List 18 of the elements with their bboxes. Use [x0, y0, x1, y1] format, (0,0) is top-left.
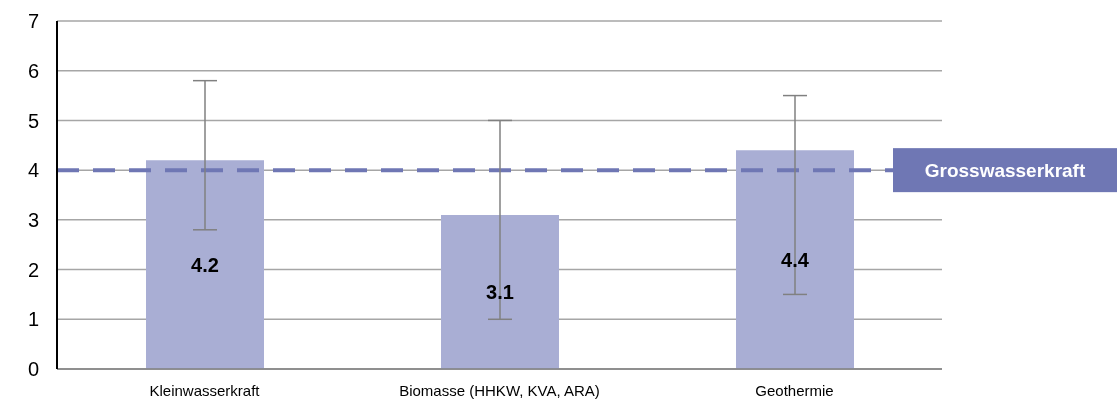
- data-label: 3.1: [486, 281, 514, 304]
- x-tick-label: Kleinwasserkraft: [149, 381, 261, 399]
- y-tick-label: 3: [27, 208, 39, 231]
- y-tick-label: 2: [27, 258, 39, 281]
- bar: [441, 214, 559, 369]
- y-tick-label: 7: [27, 10, 39, 33]
- y-tick-label: 5: [27, 109, 39, 132]
- ref-line-label: Grosswasserkraft: [924, 160, 1086, 182]
- bar: [736, 150, 854, 369]
- y-tick-label: 4: [27, 159, 39, 182]
- y-tick-label: 0: [27, 358, 39, 381]
- x-tick-label: Biomasse (HHKW, KVA, ARA): [399, 381, 600, 399]
- y-tick-label: 1: [27, 308, 39, 331]
- x-tick-label: Geothermie: [755, 381, 834, 399]
- bar: [146, 160, 264, 369]
- data-label: 4.4: [781, 248, 810, 271]
- data-label: 4.2: [191, 253, 219, 276]
- y-tick-label: 6: [27, 59, 39, 82]
